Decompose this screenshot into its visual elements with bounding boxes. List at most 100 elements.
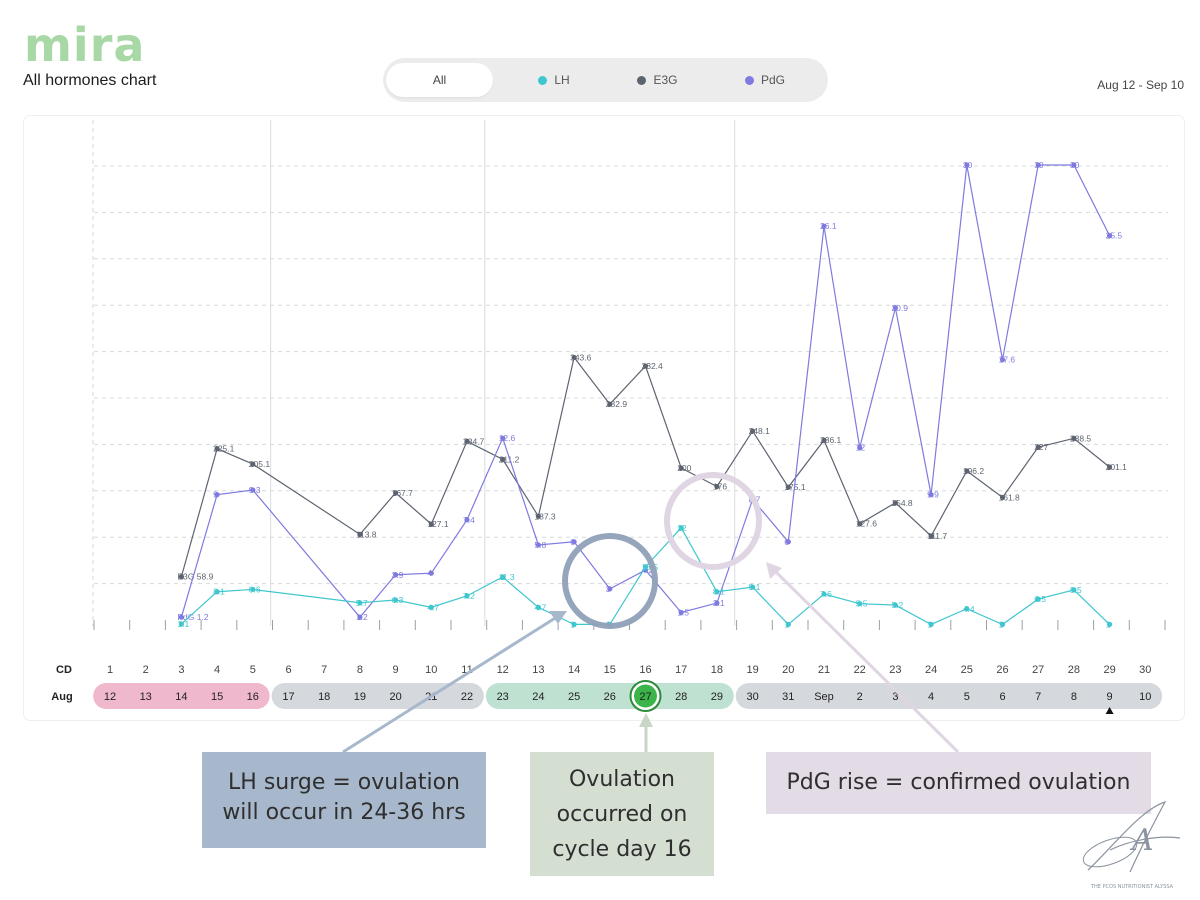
cd-tick-label: 12 xyxy=(497,664,509,676)
pdg-data-point xyxy=(393,572,399,578)
lh-data-label: 5.2 xyxy=(891,600,903,610)
date-segment-pill xyxy=(735,683,1163,709)
e3g-data-point xyxy=(250,461,256,467)
cd-tick-label: 30 xyxy=(1139,664,1151,676)
cd-tick-label: 7 xyxy=(321,664,327,676)
signature-letter: A xyxy=(1129,823,1154,858)
date-tick-label[interactable]: 28 xyxy=(675,691,687,703)
tab-lh[interactable]: LH xyxy=(504,63,604,97)
date-tick-label[interactable]: 8 xyxy=(1071,691,1077,703)
date-tick-label[interactable]: 30 xyxy=(746,691,758,703)
annotation-layer xyxy=(342,472,960,754)
tab-pdg[interactable]: PdG xyxy=(715,63,815,97)
tab-e3g[interactable]: E3G xyxy=(605,63,710,97)
pdg-data-point xyxy=(464,517,470,523)
date-tick-label[interactable]: 26 xyxy=(604,691,616,703)
lh-surge-ring xyxy=(562,533,658,629)
e3g-data-label: 161.8 xyxy=(999,492,1021,502)
date-tick-label[interactable]: 2 xyxy=(857,691,863,703)
lh-data-point xyxy=(500,574,506,580)
lh-data-label: 4.7 xyxy=(534,602,546,612)
date-tick-label[interactable]: 22 xyxy=(461,691,473,703)
date-tick-label[interactable]: 12 xyxy=(104,691,116,703)
pdg-data-point xyxy=(999,357,1006,363)
tab-e3g-label: E3G xyxy=(653,73,678,87)
date-tick-label[interactable]: 18 xyxy=(318,691,330,703)
ovulation-day-marker[interactable] xyxy=(634,684,657,708)
pdg-data-label: 6 xyxy=(570,537,575,547)
e3g-data-label: 332.4 xyxy=(642,361,664,371)
cd-tick-label: 10 xyxy=(425,664,437,676)
date-tick-label[interactable]: 29 xyxy=(711,691,723,703)
date-tick-label[interactable]: 19 xyxy=(354,691,366,703)
pdg-data-point xyxy=(1071,162,1077,168)
e3g-data-point xyxy=(678,465,684,471)
lh-data-label: 6.3 xyxy=(392,595,404,605)
lh-data-label: 8.5 xyxy=(1070,585,1082,595)
date-tick-label[interactable]: 3 xyxy=(892,691,898,703)
pdg-callout-arrow xyxy=(773,569,960,754)
cd-tick-label: 16 xyxy=(639,664,651,676)
e3g-data-label: 201.1 xyxy=(1106,462,1128,472)
date-tick-label[interactable]: 13 xyxy=(140,691,152,703)
date-tick-label[interactable]: 7 xyxy=(1035,691,1041,703)
date-tick-label[interactable]: 6 xyxy=(999,691,1005,703)
lh-arrowhead-icon xyxy=(549,611,567,624)
pdg-data-point xyxy=(571,539,577,545)
pdg-data-point xyxy=(535,542,542,548)
lh-data-point xyxy=(571,621,577,628)
date-tick-label[interactable]: 27 xyxy=(639,691,651,703)
lh-data-label: 5.5 xyxy=(856,599,868,609)
e3g-dot-icon xyxy=(637,76,647,85)
e3g-data-label: 196.2 xyxy=(963,466,985,476)
date-tick-label[interactable]: 14 xyxy=(175,691,187,703)
date-tick-label[interactable]: 17 xyxy=(282,691,294,703)
lh-data-point xyxy=(1071,587,1077,593)
e3g-data-point xyxy=(607,401,613,407)
pdg-data-point xyxy=(1035,162,1041,168)
pdg-data-label: 1.2 xyxy=(356,612,368,622)
e3g-data-point xyxy=(178,574,184,580)
date-tick-label[interactable]: 9 xyxy=(1107,691,1113,703)
date-tick-label[interactable]: 23 xyxy=(497,691,509,703)
signature-logo: A THE PCOS NUTRITIONIST ALYSSA xyxy=(1082,800,1181,890)
e3g-data-label: 111.7 xyxy=(927,531,947,541)
date-tick-label[interactable]: 4 xyxy=(928,691,934,703)
e3g-data-label: 236.1 xyxy=(820,435,842,445)
date-tick-label[interactable]: 15 xyxy=(211,691,223,703)
lh-data-label: 7.2 xyxy=(463,591,475,601)
e3g-data-label: E3G 58.9 xyxy=(177,572,213,582)
date-tick-label[interactable]: 24 xyxy=(532,691,544,703)
date-tick-label[interactable]: 5 xyxy=(964,691,970,703)
cd-tick-label: 6 xyxy=(285,664,291,676)
date-tick-label[interactable]: 25 xyxy=(568,691,580,703)
date-tick-label[interactable]: 16 xyxy=(247,691,259,703)
e3g-data-point xyxy=(393,490,399,496)
pdg-data-label: 3.9 xyxy=(392,570,404,580)
lh-data-label: 1 xyxy=(1106,619,1111,629)
pdg-data-label: 9.3 xyxy=(249,485,261,495)
month-row-label: Aug xyxy=(51,691,72,703)
cd-tick-label: 20 xyxy=(782,664,794,676)
lh-data-point xyxy=(464,593,470,599)
hormone-filter-tabs: All LH E3G PdG xyxy=(383,58,828,102)
lh-data-point xyxy=(821,591,827,597)
e3g-data-point xyxy=(357,531,363,537)
date-tick-label[interactable]: 20 xyxy=(389,691,401,703)
e3g-data-label: 282.9 xyxy=(606,399,628,409)
lh-dot-icon xyxy=(538,76,548,85)
pdg-data-point xyxy=(821,223,827,229)
lh-data-point xyxy=(999,621,1006,628)
lh-data-point xyxy=(250,586,256,593)
date-tick-label[interactable]: Sep xyxy=(814,691,834,703)
lh-data-label: 11.3 xyxy=(499,572,515,582)
date-tick-label[interactable]: 31 xyxy=(782,691,794,703)
phase-separators xyxy=(270,120,736,626)
lh-data-point xyxy=(393,597,399,603)
tab-all[interactable]: All xyxy=(386,63,493,97)
date-tick-label[interactable]: 10 xyxy=(1139,691,1151,703)
pdg-rise-ring xyxy=(664,472,762,570)
pdg-data-label: 17.6 xyxy=(999,355,1016,365)
lh-data-point xyxy=(642,564,649,570)
e3g-data-label: 137.3 xyxy=(534,511,556,521)
